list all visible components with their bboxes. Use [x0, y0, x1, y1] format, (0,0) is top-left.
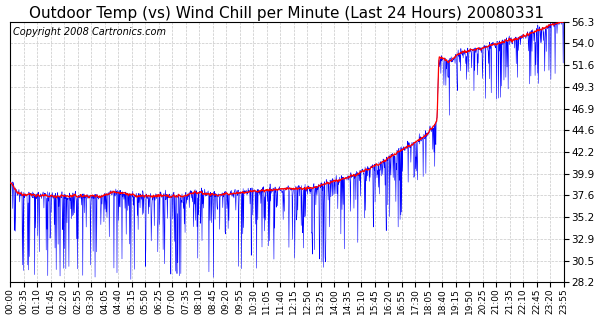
Title: Outdoor Temp (vs) Wind Chill per Minute (Last 24 Hours) 20080331: Outdoor Temp (vs) Wind Chill per Minute … [29, 5, 544, 20]
Text: Copyright 2008 Cartronics.com: Copyright 2008 Cartronics.com [13, 27, 166, 37]
